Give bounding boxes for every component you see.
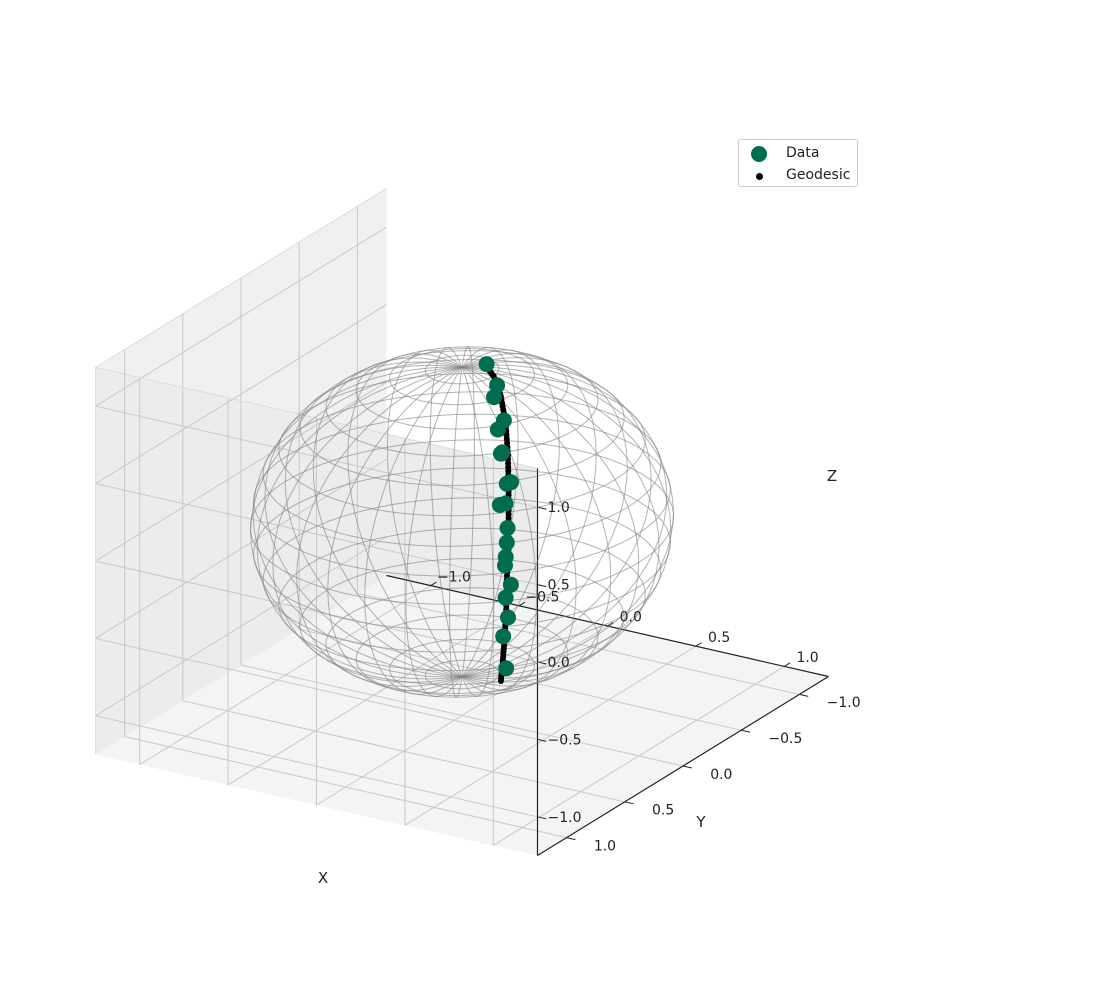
- sphere-meridian: [461, 346, 475, 677]
- grid-line: [404, 645, 697, 826]
- data-point: [489, 377, 506, 394]
- tick-labels: −1.0 −1.0 −1.0 −0.5 −0.5 −0.5 0.0 0.0 0.0 0.5 0.5 0…: [437, 500, 861, 854]
- x-axis-label: X: [318, 869, 328, 887]
- y-tick-mark: [741, 729, 751, 733]
- grid-line: [95, 405, 538, 508]
- y-tick-label: 1.0: [594, 838, 616, 854]
- z-tick-label: −0.5: [548, 732, 582, 748]
- sphere-meridian: [364, 366, 463, 695]
- sphere-meridian: [256, 366, 463, 680]
- sphere-meridian: [327, 366, 463, 692]
- x-tick-mark: [695, 642, 702, 647]
- legend-item-geodesic: Geodesic: [739, 165, 857, 185]
- sphere-meridian: [461, 366, 672, 678]
- geodesic-point: [497, 678, 504, 684]
- sphere-meridian: [347, 353, 463, 678]
- z-axis-label: Z: [827, 467, 837, 485]
- axes-grid: [94, 188, 800, 846]
- data-point: [500, 609, 516, 626]
- sphere-meridian: [461, 366, 612, 687]
- y-tick-mark: [566, 837, 576, 841]
- data-point: [492, 445, 509, 462]
- sphere-meridian: [461, 366, 640, 683]
- y-tick-label: 0.5: [652, 803, 674, 819]
- sphere-meridian: [249, 366, 463, 678]
- z-tick-mark: [537, 506, 547, 510]
- z-tick-label: 0.5: [548, 578, 570, 594]
- geodesic-point: [505, 468, 512, 475]
- y-tick-label: −0.5: [768, 731, 802, 747]
- data-point: [497, 495, 514, 512]
- x-tick-label: −1.0: [437, 569, 471, 585]
- data-point: [478, 356, 495, 373]
- data-point: [495, 628, 512, 645]
- z-tick-mark: [537, 816, 547, 820]
- z-tick-label: 0.0: [548, 655, 570, 671]
- grid-line: [182, 700, 625, 803]
- sphere-meridian: [461, 347, 519, 678]
- grid-line: [240, 664, 684, 767]
- sphere-meridian: [312, 357, 463, 678]
- data-point: [498, 660, 515, 677]
- z-tick-mark: [537, 738, 547, 742]
- x-tick-mark: [518, 601, 526, 607]
- grid-line: [95, 483, 538, 586]
- sphere-meridian: [405, 366, 463, 697]
- y-tick-mark: [799, 693, 809, 697]
- grid-line: [95, 560, 538, 663]
- sphere-meridian: [461, 366, 675, 678]
- sphere-meridian: [284, 361, 463, 678]
- data-point: [498, 534, 515, 551]
- y-tick-mark: [682, 765, 692, 769]
- x-tick-label: −0.5: [525, 589, 559, 605]
- x-tick-label: 0.5: [708, 630, 730, 646]
- sphere-meridian: [461, 366, 660, 680]
- x-tick-mark: [607, 621, 614, 627]
- data-point: [497, 557, 513, 574]
- y-tick-label: −1.0: [827, 695, 861, 711]
- sphere-meridian: [461, 366, 577, 691]
- x-tick-mark: [784, 662, 791, 667]
- data-point: [502, 576, 519, 593]
- y-tick-mark: [624, 801, 634, 805]
- sphere-meridian: [296, 366, 463, 688]
- data-series: [478, 356, 519, 677]
- x-tick-label: 0.0: [620, 610, 642, 626]
- data-point: [499, 520, 516, 536]
- sphere-meridian: [461, 352, 597, 678]
- y-axis-label: Y: [695, 813, 706, 831]
- z-tick-label: 1.0: [548, 500, 570, 516]
- sphere-meridian: [449, 367, 463, 698]
- sphere-meridian: [264, 364, 463, 678]
- data-point: [497, 589, 514, 606]
- x-tick-label: 1.0: [796, 650, 818, 666]
- legend-item-data: Data: [739, 143, 857, 163]
- sphere-meridian: [461, 364, 668, 678]
- grid-line: [95, 304, 387, 485]
- sphere-meridian: [429, 347, 463, 677]
- sphere-meridian: [461, 361, 652, 678]
- grid-line: [95, 226, 387, 407]
- grid-line: [493, 665, 785, 846]
- data-marker-icon: [751, 146, 767, 162]
- sphere-meridian: [252, 366, 463, 678]
- sphere-meridian: [272, 366, 463, 683]
- z-tick-mark: [537, 584, 547, 588]
- data-point: [489, 421, 506, 438]
- legend: Data Geodesic: [738, 139, 858, 187]
- y-tick-label: 0.0: [710, 767, 732, 783]
- sphere-meridian: [461, 356, 628, 678]
- legend-label-geodesic: Geodesic: [786, 167, 851, 183]
- geodesic-marker-icon: [756, 173, 763, 180]
- legend-label-data: Data: [786, 145, 820, 161]
- data-point: [498, 475, 515, 492]
- x-tick-mark: [430, 581, 437, 587]
- z-tick-label: −1.0: [548, 810, 582, 826]
- sphere-meridian: [386, 349, 463, 678]
